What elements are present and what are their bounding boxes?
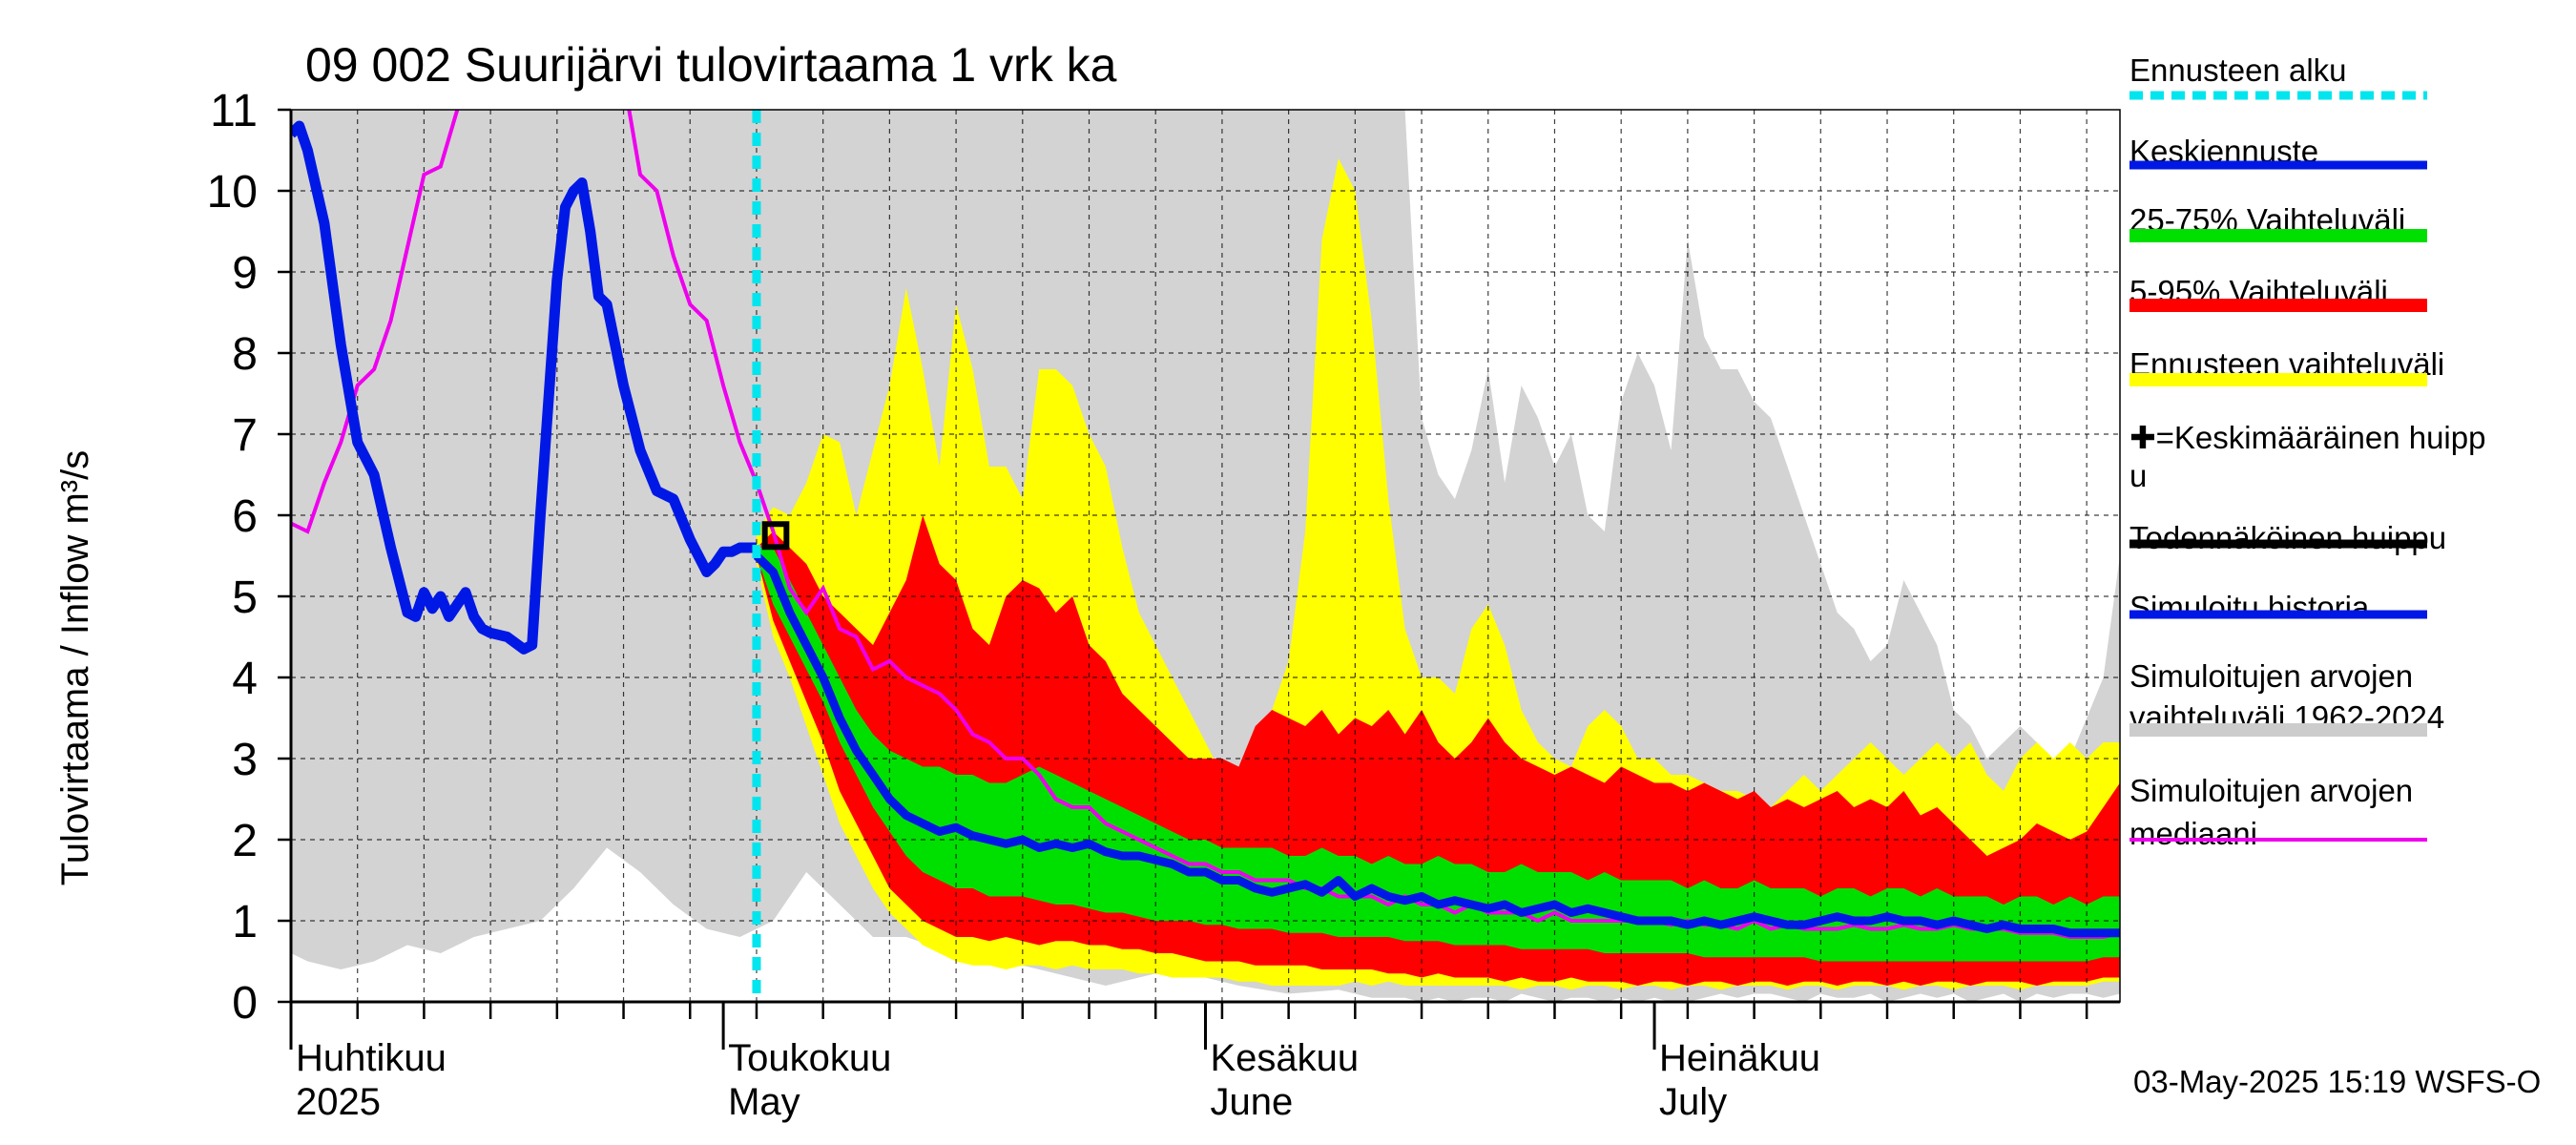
footer-timestamp: 03-May-2025 15:19 WSFS-O [2133, 1064, 2541, 1099]
chart-title: 09 002 Suurijärvi tulovirtaama 1 vrk ka [305, 38, 1117, 92]
legend-item: Simuloitujen arvojen vaihteluväli 1962-2… [2129, 658, 2444, 737]
y-axis-label: Tulovirtaama / Inflow m³/s [54, 450, 96, 885]
y-tick-label: 4 [232, 654, 258, 704]
month-label-en: July [1659, 1081, 1727, 1123]
legend-label: mediaani [2129, 816, 2257, 851]
simulated-history-line [291, 120, 757, 655]
legend-label: Simuloitu historia [2129, 590, 2370, 625]
month-label-fi: Huhtikuu [296, 1037, 447, 1079]
legend-item: 25-75% Vaihteluväli25-75% Vaihteluväli [2129, 202, 2427, 242]
legend-label: Simuloitujen arvojen [2129, 658, 2413, 694]
month-label-fi: Kesäkuu [1211, 1037, 1360, 1079]
axes-layer [278, 108, 2121, 1050]
mean-forecast-line [753, 552, 2120, 938]
median-line [291, 110, 2120, 939]
y-tick-label: 7 [232, 410, 258, 461]
month-label-en: June [1211, 1081, 1294, 1123]
legend: Ennusteen alkuEnnusteen alku Keskiennuste… [2129, 52, 2485, 851]
y-tick-label: 1 [232, 897, 258, 947]
month-label-fi: Toukokuu [728, 1037, 891, 1079]
legend-label: Simuloitujen arvojen [2129, 773, 2413, 808]
y-tick-label: 11 [210, 86, 258, 136]
y-tick-label: 6 [232, 491, 258, 542]
legend-item: Ennusteen alkuEnnusteen alku [2129, 52, 2427, 100]
legend-label: Ennusteen alku [2129, 52, 2347, 88]
probable-peak-marker [761, 521, 790, 551]
y-tick-label: 10 [207, 167, 258, 218]
bands-layer [291, 110, 2120, 1002]
legend-item: KeskiennusteKeskiennuste [2129, 134, 2427, 170]
y-tick-labels: 0 1 2 3 4 5 6 7 8 9 10 11 [207, 86, 258, 1029]
legend-item: ✚=Keskimääräinen huippu✚=Keskimääräinen … [2129, 420, 2485, 493]
y-tick-label: 2 [232, 816, 258, 866]
legend-item: Simuloitujen arvojen mediaaniSimuloituje… [2129, 773, 2427, 851]
month-label-fi: Heinäkuu [1659, 1037, 1820, 1079]
legend-label: u [2129, 458, 2147, 493]
legend-label: ✚=Keskimääräinen huipp [2129, 420, 2485, 455]
y-tick-label: 9 [232, 248, 258, 299]
lines-layer [291, 110, 2120, 1002]
y-tick-label: 5 [232, 572, 258, 623]
p25-75-band [757, 548, 2120, 962]
month-label-en: 2025 [296, 1081, 381, 1123]
y-tick-label: 8 [232, 329, 258, 380]
y-tick-label: 3 [232, 735, 258, 785]
legend-item: Ennusteen vaihteluväliEnnusteen vaihtelu… [2129, 346, 2444, 386]
legend-label: Todennäköinen huippu [2129, 520, 2446, 555]
y-tick-label: 0 [232, 978, 258, 1029]
month-label-en: May [728, 1081, 800, 1123]
